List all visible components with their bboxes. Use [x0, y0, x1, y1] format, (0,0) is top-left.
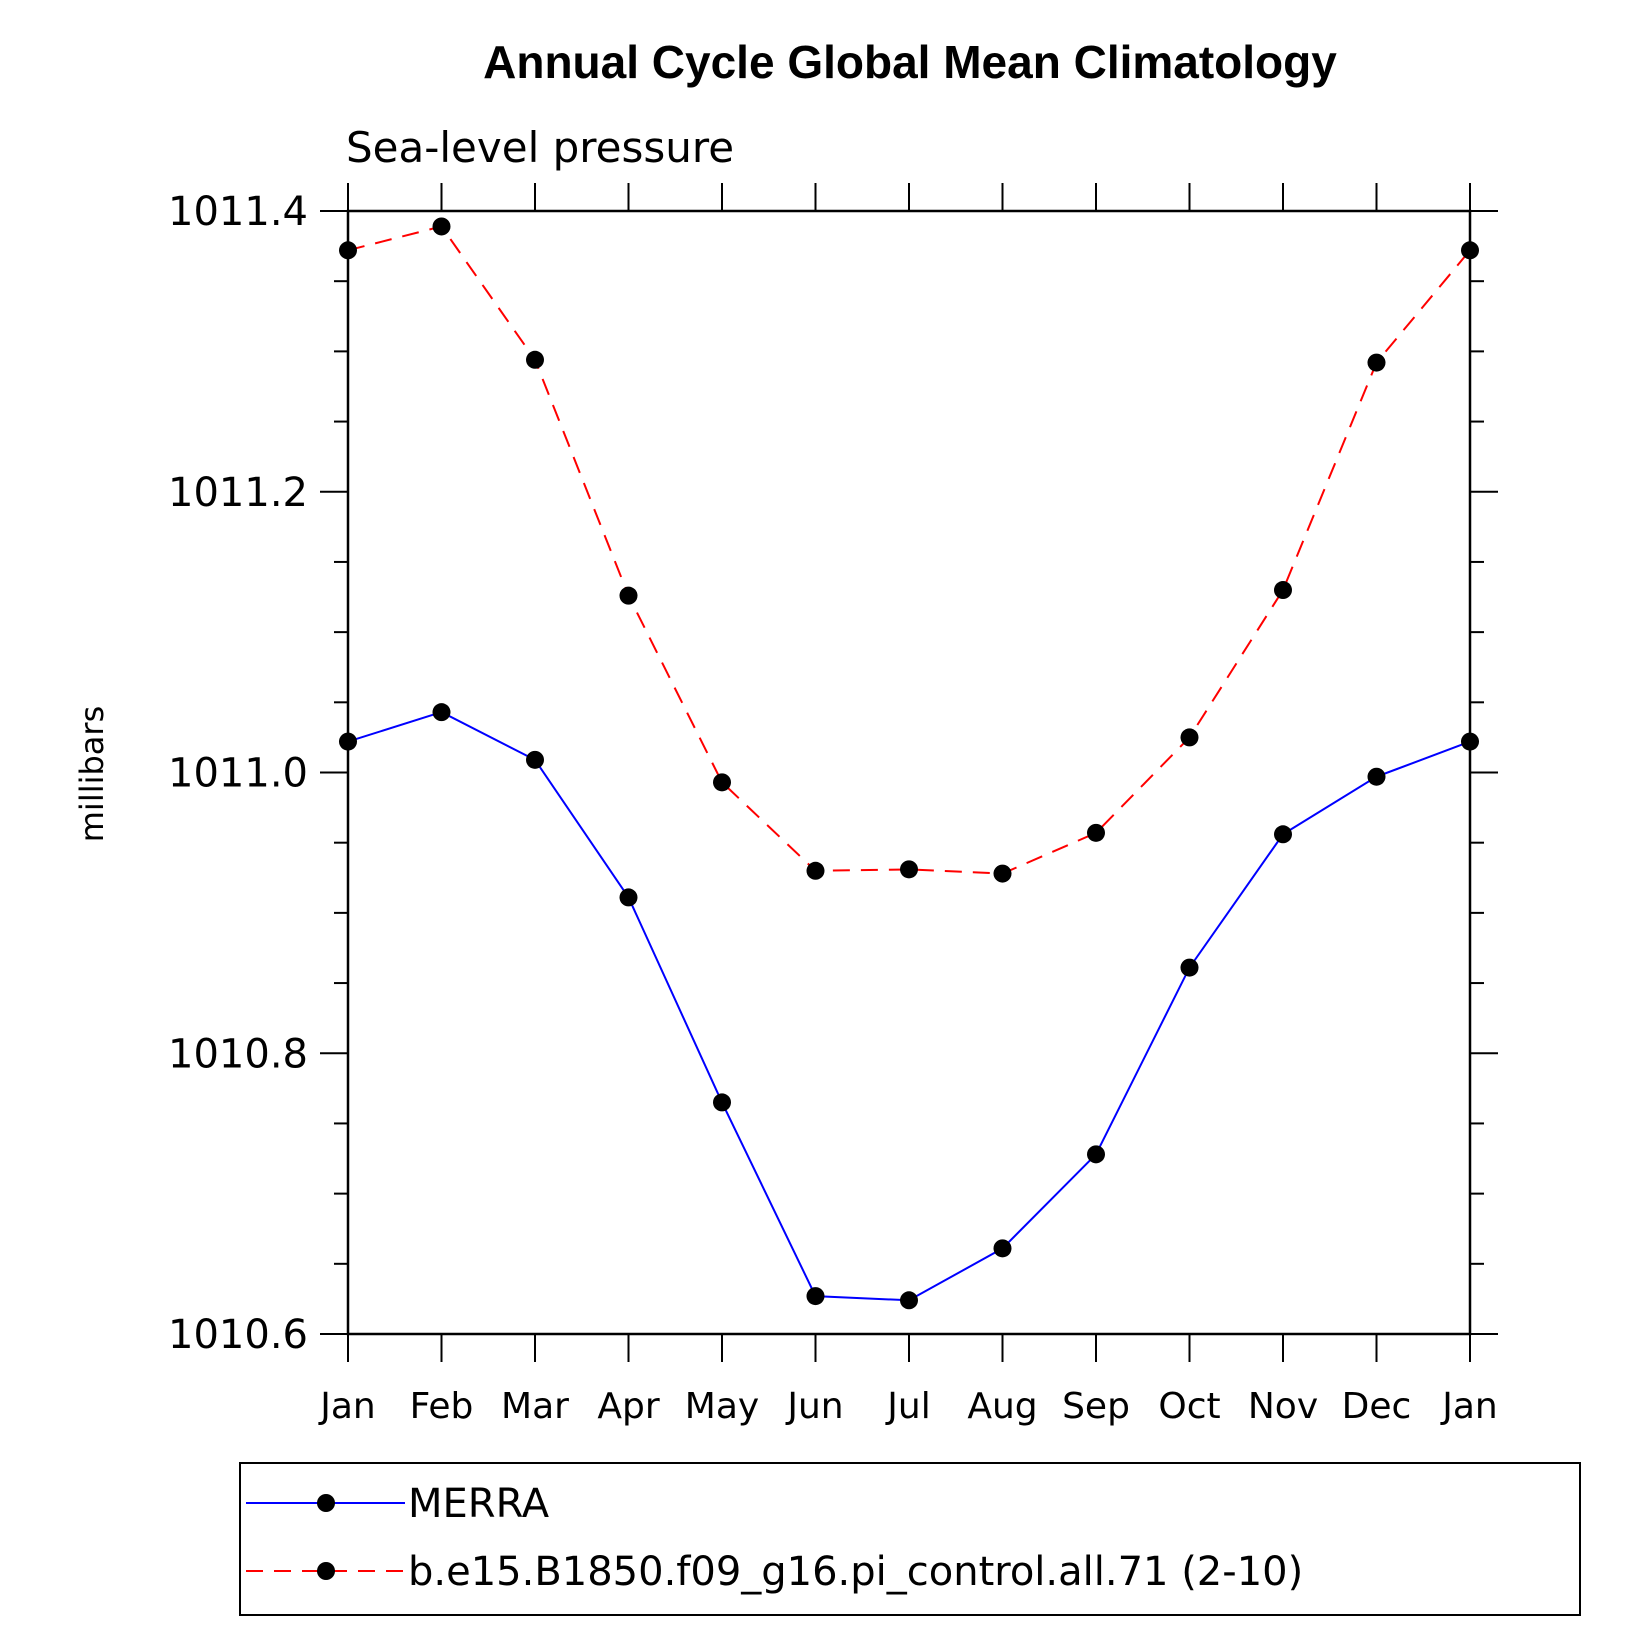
series-0-point	[1180, 958, 1199, 977]
legend-marker-control	[317, 1562, 335, 1580]
x-tick-label: Apr	[597, 1386, 659, 1427]
legend-item-merra: MERRA	[246, 1481, 550, 1527]
series-0-point	[526, 750, 544, 769]
series-0-point	[993, 1239, 1012, 1258]
series-1-point	[619, 586, 638, 605]
series-1-point	[432, 217, 451, 236]
y-tick-label: 1011.2	[168, 470, 308, 516]
x-tick-label: Feb	[410, 1386, 474, 1427]
legend: MERRA b.e15.B1850.f09_g16.pi_control.all…	[239, 1462, 1581, 1616]
y-axis-label: millibars	[73, 706, 111, 842]
series-1-point	[526, 350, 544, 369]
y-tick-label: 1011.4	[168, 189, 308, 235]
y-tick-labels: 1010.6 1010.8 1011.0 1011.2 1011.4	[168, 189, 308, 1358]
x-tick-label: Aug	[967, 1386, 1037, 1427]
x-tick-label: Jan	[1440, 1386, 1498, 1427]
series-0-point	[1274, 825, 1292, 844]
series-line-0	[347, 711, 1471, 1302]
series-1-point	[1087, 823, 1105, 842]
series-1-point	[900, 860, 918, 879]
legend-label-merra: MERRA	[408, 1481, 550, 1527]
x-tick-label: Nov	[1248, 1386, 1318, 1427]
series-1-point	[1367, 353, 1386, 372]
chart-subtitle: Sea-level pressure	[346, 123, 734, 172]
series-0-point	[900, 1291, 918, 1310]
x-tick-label: May	[685, 1386, 759, 1427]
series-layer	[339, 217, 1479, 1310]
x-tick-label: Jun	[785, 1386, 843, 1427]
series-1-point	[1274, 581, 1292, 600]
axis-ticks	[320, 183, 1498, 1362]
series-1-point	[993, 864, 1012, 883]
x-tick-label: Sep	[1062, 1386, 1130, 1427]
y-tick-label: 1011.0	[168, 751, 308, 797]
y-tick-label: 1010.6	[168, 1312, 308, 1358]
series-0-point	[1087, 1145, 1105, 1164]
series-0-point	[806, 1287, 825, 1306]
chart-title: Annual Cycle Global Mean Climatology	[483, 36, 1337, 88]
legend-label-control: b.e15.B1850.f09_g16.pi_control.all.71 (2…	[408, 1549, 1303, 1595]
series-line-1	[347, 225, 1471, 875]
x-tick-labels: Jan Feb Mar Apr May Jun Jul Aug Sep Oct Nov Dec Jan	[318, 1386, 1498, 1427]
y-tick-label: 1010.8	[168, 1031, 308, 1077]
x-tick-label: Dec	[1342, 1386, 1412, 1427]
series-1-point	[1180, 728, 1199, 747]
series-0-point	[619, 888, 638, 907]
x-tick-label: Jan	[318, 1386, 376, 1427]
series-0-point	[1367, 767, 1386, 786]
series-1-point	[806, 861, 825, 880]
legend-box	[239, 1462, 1581, 1616]
x-tick-label: Mar	[501, 1386, 569, 1427]
series-0-point	[713, 1093, 731, 1112]
x-tick-label: Oct	[1158, 1386, 1220, 1427]
legend-item-control: b.e15.B1850.f09_g16.pi_control.all.71 (2…	[246, 1549, 1303, 1595]
series-1-point	[713, 773, 731, 792]
series-0-point	[432, 703, 451, 722]
legend-marker-merra	[317, 1494, 335, 1512]
x-tick-label: Jul	[885, 1386, 930, 1427]
plot-frame	[346, 209, 1472, 1336]
